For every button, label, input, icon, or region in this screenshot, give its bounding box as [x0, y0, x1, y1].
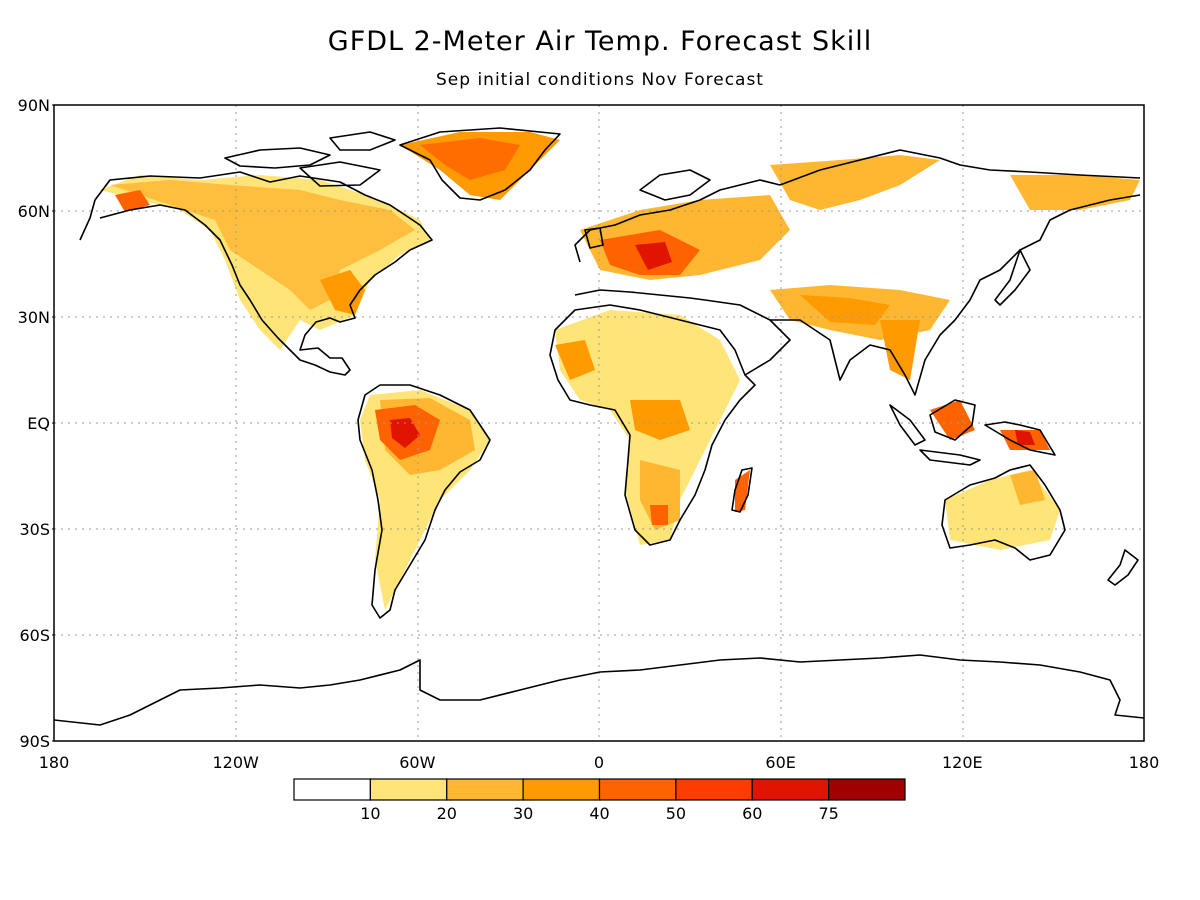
- lon-tick-label: 0: [594, 753, 604, 772]
- map-subtitle: Sep initial conditions Nov Forecast: [436, 70, 764, 90]
- latitude-labels: 90N 60N 30N EQ 30S 60S 90S: [18, 96, 54, 751]
- grid-lines: [54, 105, 1144, 741]
- colorbar-swatch: [369, 778, 448, 801]
- lat-tick-label: 60S: [19, 626, 50, 645]
- colorbar-label: 60: [742, 804, 762, 823]
- lat-tick-label: EQ: [27, 414, 50, 433]
- colorbar-label: 50: [666, 804, 686, 823]
- lat-tick-label: 30S: [19, 520, 50, 539]
- colorbar-label: 75: [818, 804, 838, 823]
- lon-tick-label: 120W: [212, 753, 259, 772]
- colorbar-swatch: [675, 778, 753, 801]
- map-title: GFDL 2-Meter Air Temp. Forecast Skill: [327, 26, 873, 57]
- lon-tick-label: 60E: [765, 753, 795, 772]
- colorbar-label: 30: [513, 804, 533, 823]
- lon-tick-label: 60W: [399, 753, 435, 772]
- lon-tick-label: 180: [1129, 753, 1160, 772]
- colorbar-swatch: [751, 778, 830, 801]
- colorbar-label: 10: [360, 804, 380, 823]
- colorbar-swatch: [446, 778, 524, 801]
- lat-tick-label: 90S: [19, 732, 50, 751]
- colorbar-labels: 10 20 30 40 50 60 75: [360, 804, 839, 823]
- lon-tick-label: 120E: [942, 753, 983, 772]
- colorbar-swatch: [828, 778, 906, 801]
- lat-tick-label: 30N: [18, 308, 50, 327]
- colorbar-label: 40: [589, 804, 609, 823]
- lat-tick-label: 60N: [18, 202, 50, 221]
- coastlines: [54, 127, 1144, 726]
- lon-tick-label: 180: [39, 753, 70, 772]
- longitude-labels: 180 120W 60W 0 60E 120E 180: [39, 753, 1160, 772]
- colorbar-label: 20: [437, 804, 457, 823]
- colorbar-swatch: [293, 778, 371, 801]
- skill-shading: [100, 132, 1140, 610]
- lat-tick-label: 90N: [18, 96, 50, 115]
- colorbar-swatch: [522, 778, 601, 801]
- colorbar-swatch: [598, 778, 677, 801]
- colorbar: [293, 778, 906, 801]
